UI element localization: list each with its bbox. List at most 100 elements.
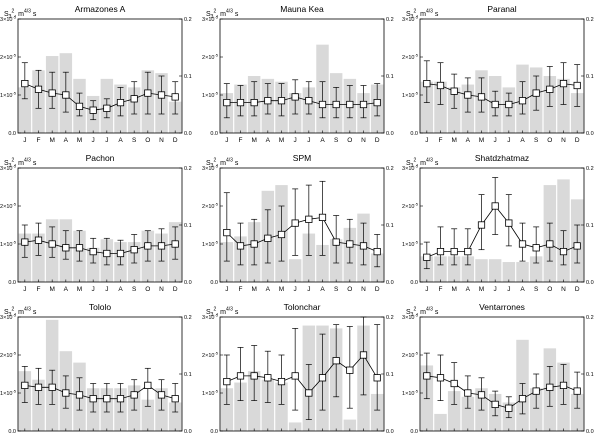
left-tick-label: 2×10-5 xyxy=(402,53,419,62)
point-M xyxy=(48,383,56,391)
point-D xyxy=(171,240,179,248)
right-tick-label: 0.0 xyxy=(386,429,394,435)
point-J xyxy=(291,372,299,380)
month-label-A: A xyxy=(64,137,69,144)
month-label-J: J xyxy=(92,137,95,144)
left-tick-label: 2×10-5 xyxy=(402,202,419,211)
left-tick-label: 0.0 xyxy=(410,131,418,137)
point-O xyxy=(144,242,152,250)
left-tick-label: 1×10-5 xyxy=(202,389,219,398)
left-tick-label: 2×10-5 xyxy=(0,202,17,211)
bar-J xyxy=(86,247,100,282)
left-tick-label: 1×10-5 xyxy=(402,240,419,249)
point-J xyxy=(223,99,231,107)
point-J xyxy=(21,381,29,390)
left-tick-label: 1×10-5 xyxy=(402,389,419,398)
month-label-J: J xyxy=(507,286,510,293)
right-tick-label: 0.1 xyxy=(184,223,192,229)
point-A xyxy=(518,240,527,248)
month-label-S: S xyxy=(132,286,137,293)
point-M xyxy=(250,240,258,248)
left-tick-label: 1×10-5 xyxy=(402,91,419,100)
month-label-M: M xyxy=(251,137,256,144)
month-label-S: S xyxy=(534,137,539,144)
month-label-M: M xyxy=(479,286,484,293)
point-A xyxy=(318,374,327,382)
month-label-S: S xyxy=(334,286,339,293)
chart-title: SPM xyxy=(293,153,311,163)
point-S xyxy=(532,244,540,252)
left-tick-label: 2×10-5 xyxy=(0,53,17,62)
point-J xyxy=(103,104,111,112)
month-label-F: F xyxy=(37,137,41,144)
month-label-J: J xyxy=(23,286,26,293)
point-J xyxy=(223,228,231,237)
point-J xyxy=(491,202,499,210)
point-N xyxy=(157,391,166,399)
point-A xyxy=(464,389,472,397)
bar-F xyxy=(434,256,447,282)
bar-D xyxy=(570,393,584,431)
month-label-O: O xyxy=(145,286,150,293)
chart-title: Ventarrones xyxy=(479,302,525,312)
point-S xyxy=(130,246,138,254)
right-tick-label: 0.1 xyxy=(586,74,594,80)
point-J xyxy=(305,389,313,397)
month-label-N: N xyxy=(561,137,566,144)
bar-F xyxy=(32,233,45,282)
point-A xyxy=(264,97,272,105)
bar-A xyxy=(316,244,329,282)
left-tick-label: 3×10-5 xyxy=(402,313,419,322)
month-label-J: J xyxy=(494,137,497,144)
month-label-J: J xyxy=(307,137,310,144)
point-F xyxy=(436,374,445,382)
point-F xyxy=(236,242,245,250)
month-label-J: J xyxy=(294,286,297,293)
month-label-M: M xyxy=(279,286,284,293)
bar-J xyxy=(302,233,316,282)
point-F xyxy=(236,372,245,380)
bar-D xyxy=(168,101,182,133)
bar-M xyxy=(475,259,488,282)
point-M xyxy=(277,97,286,105)
bar-J xyxy=(420,81,434,133)
y-axis-label: S32, m4/3 s xyxy=(206,307,239,319)
bar-J xyxy=(220,242,234,282)
right-tick-label: 0.0 xyxy=(386,131,394,137)
point-M xyxy=(277,230,286,239)
point-S xyxy=(332,357,340,365)
bar-S xyxy=(529,256,543,282)
month-label-A: A xyxy=(320,137,325,144)
point-J xyxy=(103,249,111,258)
point-O xyxy=(346,240,354,248)
point-F xyxy=(436,247,445,256)
month-label-N: N xyxy=(361,286,366,293)
point-M xyxy=(48,240,56,248)
left-tick-label: 0.0 xyxy=(210,131,218,137)
point-N xyxy=(559,80,568,88)
chart-panel-8: 0.01×10-52×10-53×10-50.00.10.2JFMAMJJASO… xyxy=(402,302,594,435)
point-N xyxy=(157,242,166,250)
point-M xyxy=(450,247,458,256)
month-label-O: O xyxy=(347,286,352,293)
bar-O xyxy=(343,419,357,431)
point-S xyxy=(130,95,138,103)
point-F xyxy=(34,236,43,244)
left-tick-label: 1×10-5 xyxy=(0,91,17,100)
bar-O xyxy=(141,399,155,431)
bar-F xyxy=(234,382,247,431)
bar-M xyxy=(247,371,261,431)
chart-title: Shatdzhatmaz xyxy=(475,153,529,163)
point-O xyxy=(144,89,152,97)
month-label-S: S xyxy=(534,286,539,293)
bar-D xyxy=(168,402,182,431)
month-label-F: F xyxy=(239,137,243,144)
point-A xyxy=(518,395,527,403)
right-tick-label: 0.2 xyxy=(386,166,394,172)
chart-title: Tololo xyxy=(89,302,111,312)
month-label-J: J xyxy=(23,137,26,144)
point-F xyxy=(34,85,43,93)
chart-panel-4: 0.0 1×10-5 2×10-5 3×10-5 0.0 0.1 0.2 J F M A M J J A S O… xyxy=(202,153,394,293)
point-J xyxy=(291,219,299,227)
